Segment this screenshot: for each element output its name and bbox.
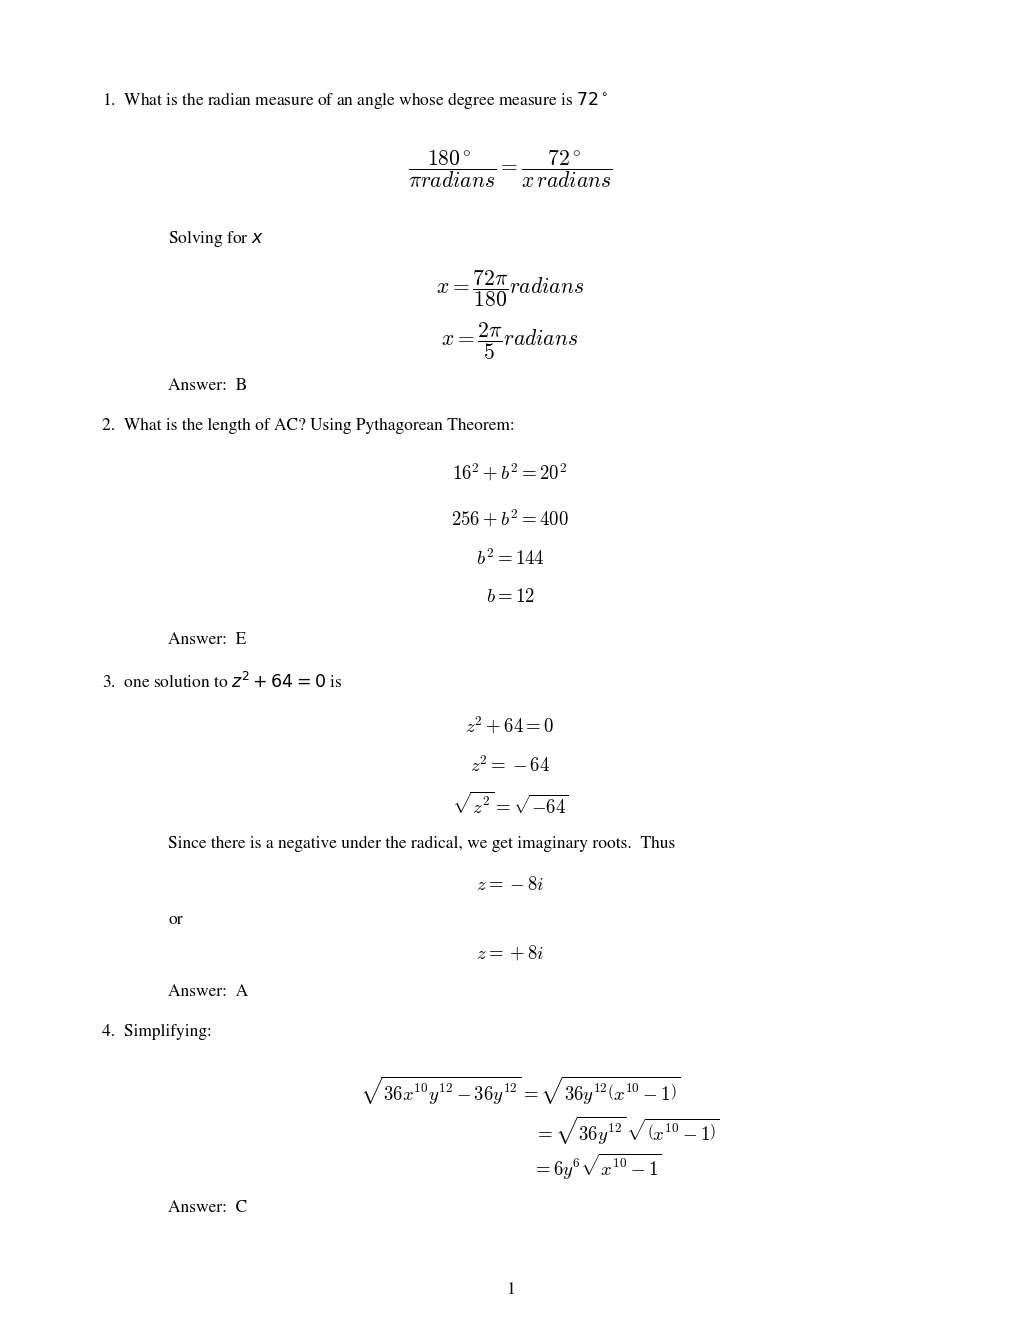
- Text: $x = \dfrac{2\pi}{5}\mathit{radians}$: $x = \dfrac{2\pi}{5}\mathit{radians}$: [441, 319, 578, 362]
- Text: $\sqrt{z^2} = \sqrt{-64}$: $\sqrt{z^2} = \sqrt{-64}$: [451, 792, 568, 818]
- Text: $x = \dfrac{72\pi}{180}\mathit{radians}$: $x = \dfrac{72\pi}{180}\mathit{radians}$: [435, 268, 584, 309]
- Text: Answer:  C: Answer: C: [168, 1200, 248, 1216]
- Text: $b^2 = 144$: $b^2 = 144$: [475, 548, 544, 569]
- Text: $16^2 + b^2 = 20^2$: $16^2 + b^2 = 20^2$: [452, 462, 567, 484]
- Text: 2.  What is the length of AC? Using Pythagorean Theorem:: 2. What is the length of AC? Using Pytha…: [102, 418, 515, 434]
- Text: 1: 1: [505, 1282, 514, 1298]
- Text: Answer:  B: Answer: B: [168, 378, 248, 393]
- Text: Since there is a negative under the radical, we get imaginary roots.  Thus: Since there is a negative under the radi…: [168, 836, 675, 851]
- Text: or: or: [168, 912, 182, 928]
- Text: 3.  one solution to $z^2 + 64 = 0$ is: 3. one solution to $z^2 + 64 = 0$ is: [102, 672, 342, 692]
- Text: $\dfrac{180^\circ}{\pi radians} = \dfrac{72^\circ}{x\,radians}$: $\dfrac{180^\circ}{\pi radians} = \dfrac…: [408, 148, 611, 190]
- Text: $z^2 = -64$: $z^2 = -64$: [470, 755, 549, 776]
- Text: $256 + b^2 = 400$: $256 + b^2 = 400$: [450, 508, 569, 529]
- Text: 4.  Simplifying:: 4. Simplifying:: [102, 1024, 212, 1040]
- Text: $= \sqrt{36y^{12}}\,\sqrt{\left(x^{10}-1\right)}$: $= \sqrt{36y^{12}}\,\sqrt{\left(x^{10}-1…: [534, 1115, 719, 1147]
- Text: $b = 12$: $b = 12$: [485, 587, 534, 606]
- Text: 1.  What is the radian measure of an angle whose degree measure is $72^\circ$: 1. What is the radian measure of an angl…: [102, 90, 608, 111]
- Text: $\sqrt{36x^{10}y^{12} - 36y^{12}} = \sqrt{36y^{12}\left(x^{10}-1\right)}$: $\sqrt{36x^{10}y^{12} - 36y^{12}} = \sqr…: [360, 1074, 680, 1107]
- Text: Answer:  A: Answer: A: [168, 983, 249, 1001]
- Text: Solving for $x$: Solving for $x$: [168, 228, 264, 249]
- Text: $z^2 + 64 = 0$: $z^2 + 64 = 0$: [465, 715, 554, 737]
- Text: $z = +8i$: $z = +8i$: [476, 944, 543, 962]
- Text: $= 6y^6\sqrt{x^{10}-1}$: $= 6y^6\sqrt{x^{10}-1}$: [531, 1152, 661, 1183]
- Text: Answer:  E: Answer: E: [168, 632, 247, 648]
- Text: $z = -8i$: $z = -8i$: [476, 876, 543, 894]
